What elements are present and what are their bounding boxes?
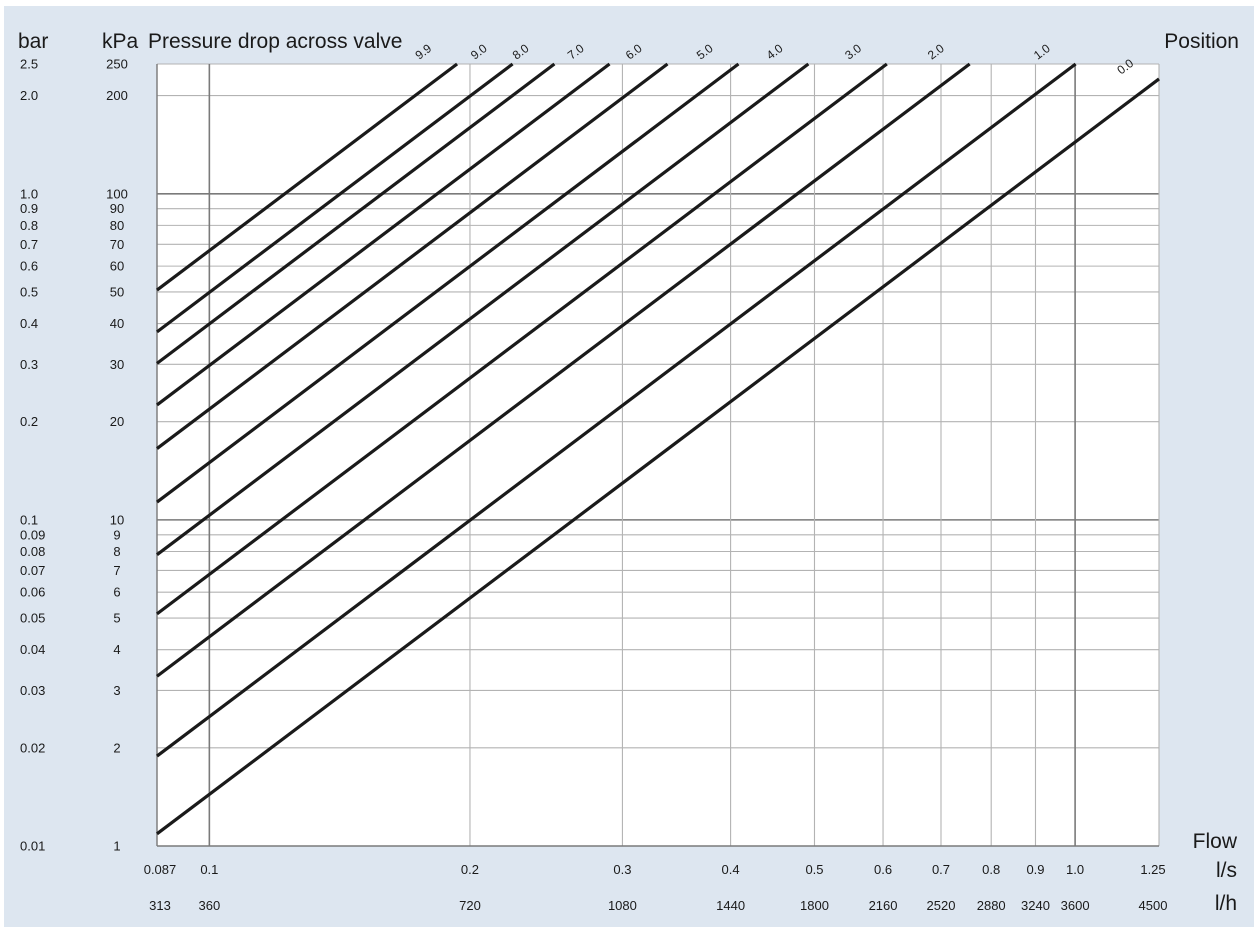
- y-tick-label-bar: 0.02: [20, 740, 45, 755]
- y-tick-label-kpa: 6: [113, 585, 120, 600]
- y-tick-label-bar: 0.04: [20, 642, 45, 657]
- y-tick-label-kpa: 250: [106, 57, 128, 72]
- series-line: [156, 62, 669, 450]
- x-tick-label-lh: 1080: [608, 898, 637, 913]
- x-tick-label-lh: 2160: [869, 898, 898, 913]
- series-line: [156, 62, 611, 407]
- x-tick-label-lh: 360: [199, 898, 221, 913]
- y-tick-label-kpa: 10: [110, 512, 124, 527]
- y-unit-bar: bar: [18, 30, 48, 53]
- y-tick-label-bar: 0.08: [20, 544, 45, 559]
- y-tick-label-kpa: 20: [110, 414, 124, 429]
- y-tick-label-bar: 0.3: [20, 357, 38, 372]
- y-tick-label-kpa: 200: [106, 88, 128, 103]
- y-tick-label-kpa: 1: [113, 839, 120, 854]
- y-tick-label-kpa: 100: [106, 186, 128, 201]
- y-tick-label-bar: 0.6: [20, 259, 38, 274]
- y-tick-label-kpa: 60: [110, 259, 124, 274]
- x-tick-label-ls: 1.25: [1140, 862, 1165, 877]
- series-label: 9.9: [412, 41, 434, 62]
- chart-title: Pressure drop across valve: [148, 30, 402, 53]
- x-tick-label-ls: 0.9: [1026, 862, 1044, 877]
- y-tick-label-kpa: 9: [113, 527, 120, 542]
- x-tick-label-ls: 0.8: [982, 862, 1000, 877]
- y-tick-label-bar: 0.01: [20, 839, 45, 854]
- x-tick-label-ls: 0.5: [805, 862, 823, 877]
- x-tick-label-ls: 0.2: [461, 862, 479, 877]
- series-label: 2.0: [925, 41, 947, 62]
- y-tick-label-bar: 0.2: [20, 414, 38, 429]
- x-tick-label-lh: 3600: [1061, 898, 1090, 913]
- y-tick-label-kpa: 3: [113, 683, 120, 698]
- y-tick-label-kpa: 30: [110, 357, 124, 372]
- series-label: 9.0: [468, 41, 490, 62]
- series-label: 8.0: [510, 41, 532, 62]
- series-label: 7.0: [565, 41, 587, 62]
- y-tick-label-kpa: 8: [113, 544, 120, 559]
- y-tick-label-bar: 2.5: [20, 57, 38, 72]
- x-tick-label-ls: 0.6: [874, 862, 892, 877]
- series-line: [156, 62, 514, 334]
- y-tick-label-bar: 0.9: [20, 201, 38, 216]
- series-label: 4.0: [764, 41, 786, 62]
- x-tick-label-ls: 0.1: [200, 862, 218, 877]
- y-tick-label-bar: 0.09: [20, 527, 45, 542]
- series-line: [156, 62, 888, 616]
- y-tick-label-bar: 0.06: [20, 585, 45, 600]
- pressure-drop-chart: 0.01.02.03.04.05.06.07.08.09.09.9 2.5 250…: [18, 30, 1239, 915]
- series-label: 3.0: [842, 41, 864, 62]
- y-tick-label-kpa: 90: [110, 201, 124, 216]
- chart-frame: 0.0 1.0 2.0 3.0 4.0 5.0 6.0 7.0 8.0 9.0 9.9 2.5 250…: [4, 6, 1254, 927]
- y-tick-label-kpa: 4: [113, 642, 120, 657]
- legend-title: Position: [1164, 30, 1239, 53]
- x-tick-label-ls: 0.087: [144, 862, 177, 877]
- y-tick-label-bar: 0.05: [20, 611, 45, 626]
- x-tick-label-lh: 313: [149, 898, 171, 913]
- series-label: 6.0: [623, 41, 645, 62]
- y-tick-label-bar: 0.7: [20, 237, 38, 252]
- y-tick-label-kpa: 2: [113, 740, 120, 755]
- x-tick-label-ls: 0.3: [613, 862, 631, 877]
- x-tick-label-lh: 720: [459, 898, 481, 913]
- series-line: [156, 62, 810, 556]
- x-tick-label-ls: 1.0: [1066, 862, 1084, 877]
- x-tick-label-lh: 3240: [1021, 898, 1050, 913]
- series-label: 1.0: [1031, 41, 1053, 62]
- x-unit-ls: l/s: [1216, 859, 1237, 882]
- y-tick-label-bar: 0.4: [20, 316, 38, 331]
- y-tick-label-bar: 1.0: [20, 186, 38, 201]
- x-tick-label-lh: 2880: [977, 898, 1006, 913]
- y-unit-kpa: kPa: [102, 30, 139, 53]
- series-line: [156, 62, 740, 504]
- series-label: 5.0: [694, 41, 716, 62]
- x-tick-label-lh: 2520: [927, 898, 956, 913]
- x-axis-label: Flow: [1193, 830, 1238, 853]
- y-tick-label-bar: 0.03: [20, 683, 45, 698]
- y-tick-label-kpa: 80: [110, 218, 124, 233]
- y-tick-label-bar: 0.07: [20, 563, 45, 578]
- y-tick-label-kpa: 5: [113, 611, 120, 626]
- y-tick-label-kpa: 40: [110, 316, 124, 331]
- x-tick-label-ls: 0.4: [722, 862, 740, 877]
- x-unit-lh: l/h: [1215, 892, 1237, 915]
- y-tick-label-bar: 0.8: [20, 218, 38, 233]
- series-line: [156, 62, 459, 292]
- y-tick-label-kpa: 7: [113, 563, 120, 578]
- series-line: [156, 62, 971, 678]
- x-tick-label-lh: 1440: [716, 898, 745, 913]
- series-line: [156, 62, 1077, 758]
- x-tick-label-ls: 0.7: [932, 862, 950, 877]
- x-tick-label-lh: 1800: [800, 898, 829, 913]
- y-tick-label-kpa: 70: [110, 237, 124, 252]
- y-tick-label-bar: 2.0: [20, 88, 38, 103]
- x-tick-label-lh: 4500: [1139, 898, 1168, 913]
- series-line: [156, 62, 556, 365]
- y-tick-label-bar: 0.1: [20, 512, 38, 527]
- series-line: [156, 77, 1160, 836]
- y-tick-label-kpa: 50: [110, 284, 124, 299]
- y-tick-label-bar: 0.5: [20, 284, 38, 299]
